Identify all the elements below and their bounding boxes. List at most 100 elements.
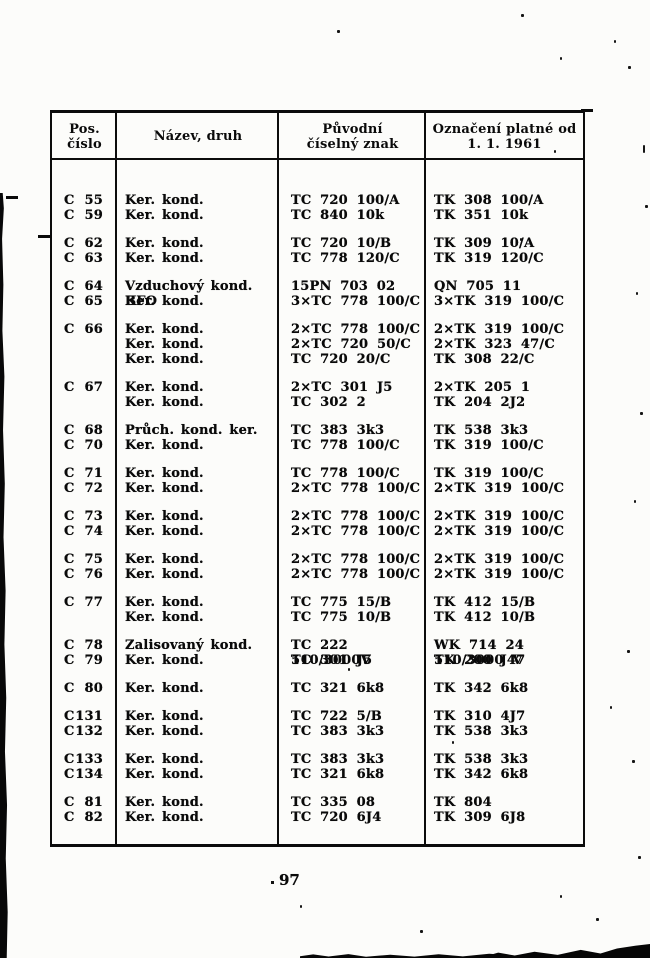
pos-cell: C 82 <box>52 810 117 825</box>
row-group: C 133 Ker. kond. TC 383 3k3 TK 538 3k3 C 134 Ke… <box>52 752 583 782</box>
table-row: Ker. kond. TC 775 10/B TK 412 10/B <box>52 610 583 625</box>
row-group: C 131 Ker. kond. TC 722 5/B TK 310 4J7 C 132 Ke… <box>52 709 583 739</box>
table-row: C 65 Ker. kond. 3×TC 778 100/C 3×TK 319 100/… <box>52 294 583 309</box>
pos-letter: C <box>64 438 75 453</box>
pos-letter: C <box>64 724 75 739</box>
row-group: C 80 Ker. kond. TC 321 6k8 TK 342 6k8 <box>52 681 583 696</box>
pos-cell: C 133 <box>52 752 117 767</box>
name-type-cell: Ker. kond. <box>125 322 204 337</box>
original-code-cell: 3×TC 778 100/C <box>291 294 421 309</box>
new-designation-cell: TK 342 6k8 <box>434 767 529 782</box>
pos-cell: C 64 <box>52 279 117 294</box>
original-code-cell: TC 778 100/C <box>291 466 400 481</box>
new-designation-cell: TK 412 15/B <box>434 595 536 610</box>
table-row: Ker. kond. 2×TC 720 50/C 2×TK 323 47/C <box>52 337 583 352</box>
pos-number: 132 <box>75 724 103 739</box>
pos-number: 82 <box>84 810 103 825</box>
pos-cell: C 55 <box>52 193 117 208</box>
scan-speck <box>560 895 562 898</box>
new-designation-cell: TK 319 100/C <box>434 466 544 481</box>
name-type-cell: Ker. kond. <box>125 395 204 410</box>
original-code-cell: TC 321 6k8 <box>291 681 385 696</box>
new-designation-cell: TK 804 <box>434 795 492 810</box>
pos-letter: C <box>64 795 75 810</box>
name-type-cell: Ker. kond. <box>125 552 204 567</box>
new-designation-cell: 2×TK 319 100/C <box>434 524 565 539</box>
scan-speck <box>632 760 635 763</box>
name-type-cell: Ker. kond. <box>125 438 204 453</box>
pos-cell <box>52 337 117 352</box>
pos-number: 79 <box>84 653 103 668</box>
original-code-cell: TC 222 510/3000V <box>291 638 371 668</box>
row-group: C 66 Ker. kond. 2×TC 778 100/C 2×TK 319 100/… <box>52 322 583 367</box>
table-row: C 55 Ker. kond. TC 720 100/A TK 308 100/A <box>52 193 583 208</box>
margin-tick <box>6 196 18 199</box>
original-code-cell: TC 321 6k8 <box>291 767 385 782</box>
page-number: 97 <box>279 871 300 889</box>
original-code-cell: 2×TC 778 100/C <box>291 552 421 567</box>
pos-number: 68 <box>84 423 103 438</box>
row-group: C 62 Ker. kond. TC 720 10/B TK 309 10/A C 63 Ke… <box>52 236 583 266</box>
pos-letter: C <box>64 322 75 337</box>
pos-letter: C <box>64 294 75 309</box>
original-code-cell: TC 720 20/C <box>291 352 391 367</box>
pos-cell: C 131 <box>52 709 117 724</box>
new-designation-cell: 2×TK 319 100/C <box>434 322 565 337</box>
new-designation-cell: QN 705 11 <box>434 279 522 294</box>
new-designation-cell: TK 204 2J2 <box>434 395 526 410</box>
name-type-cell: Ker. kond. <box>125 251 204 266</box>
pos-cell: C 59 <box>52 208 117 223</box>
pos-number: 66 <box>84 322 103 337</box>
scan-speck <box>271 881 274 884</box>
name-type-cell: Ker. kond. <box>125 653 204 668</box>
original-code-cell: 15PN 703 02 <box>291 279 396 294</box>
row-group: C 68 Průch. kond. ker. TC 383 3k3 TK 538 3k3… <box>52 423 583 453</box>
name-type-cell: Ker. kond. <box>125 810 204 825</box>
scan-speck <box>640 412 643 415</box>
table-row: C 77 Ker. kond. TC 775 15/B TK 412 15/B <box>52 595 583 610</box>
row-group: C 81 Ker. kond. TC 335 08 TK 804 C 82 Ker. kond… <box>52 795 583 825</box>
scan-speck <box>627 650 630 653</box>
name-type-cell: Zalisovaný kond. <box>125 638 253 653</box>
original-code-cell: 2×TC 301 J5 <box>291 380 393 395</box>
pos-cell: C 68 <box>52 423 117 438</box>
table-row: C 59 Ker. kond. TC 840 10k TK 351 10k <box>52 208 583 223</box>
scan-speck <box>348 668 350 671</box>
new-designation-cell: TK 412 10/B <box>434 610 536 625</box>
original-code-cell: 2×TC 778 100/C <box>291 524 421 539</box>
pos-cell: C 75 <box>52 552 117 567</box>
original-code-cell: TC 383 3k3 <box>291 724 385 739</box>
name-type-cell: Ker. kond. <box>125 610 204 625</box>
pos-cell: C 74 <box>52 524 117 539</box>
pos-cell: C 80 <box>52 681 117 696</box>
scan-speck <box>337 30 340 33</box>
pos-cell: C 79 <box>52 653 117 668</box>
pos-number: 72 <box>84 481 103 496</box>
row-group: C 71 Ker. kond. TC 778 100/C TK 319 100/C C 72… <box>52 466 583 496</box>
original-code-cell: 2×TC 720 50/C <box>291 337 411 352</box>
original-code-cell: TC 720 100/A <box>291 193 400 208</box>
table-row: C 68 Průch. kond. ker. TC 383 3k3 TK 538 3k3 <box>52 423 583 438</box>
pos-cell: C 65 <box>52 294 117 309</box>
pos-letter: C <box>64 524 75 539</box>
pos-cell: C 132 <box>52 724 117 739</box>
pos-number: 71 <box>84 466 103 481</box>
pos-letter: C <box>64 423 75 438</box>
name-type-cell: Ker. kond. <box>125 193 204 208</box>
name-type-cell: Ker. kond. <box>125 337 204 352</box>
original-code-cell: TC 302 2 <box>291 395 366 410</box>
pos-letter: C <box>64 380 75 395</box>
original-code-cell: 2×TC 778 100/C <box>291 481 421 496</box>
pos-letter: C <box>64 681 75 696</box>
new-designation-cell: WK 714 24 510/3000 V <box>434 638 524 668</box>
scan-speck <box>636 292 638 295</box>
name-type-cell: Ker. kond. <box>125 681 204 696</box>
original-code-cell: TC 778 100/C <box>291 438 400 453</box>
name-type-cell: Ker. kond. <box>125 567 204 582</box>
row-group: C 77 Ker. kond. TC 775 15/B TK 412 15/B Ker. … <box>52 595 583 625</box>
new-designation-cell: TK 538 3k3 <box>434 423 529 438</box>
table-row: C 72 Ker. kond. 2×TC 778 100/C 2×TK 319 100/… <box>52 481 583 496</box>
new-designation-cell: TK 309 6J8 <box>434 810 526 825</box>
pos-number: 63 <box>84 251 103 266</box>
original-code-cell: 2×TC 778 100/C <box>291 322 421 337</box>
